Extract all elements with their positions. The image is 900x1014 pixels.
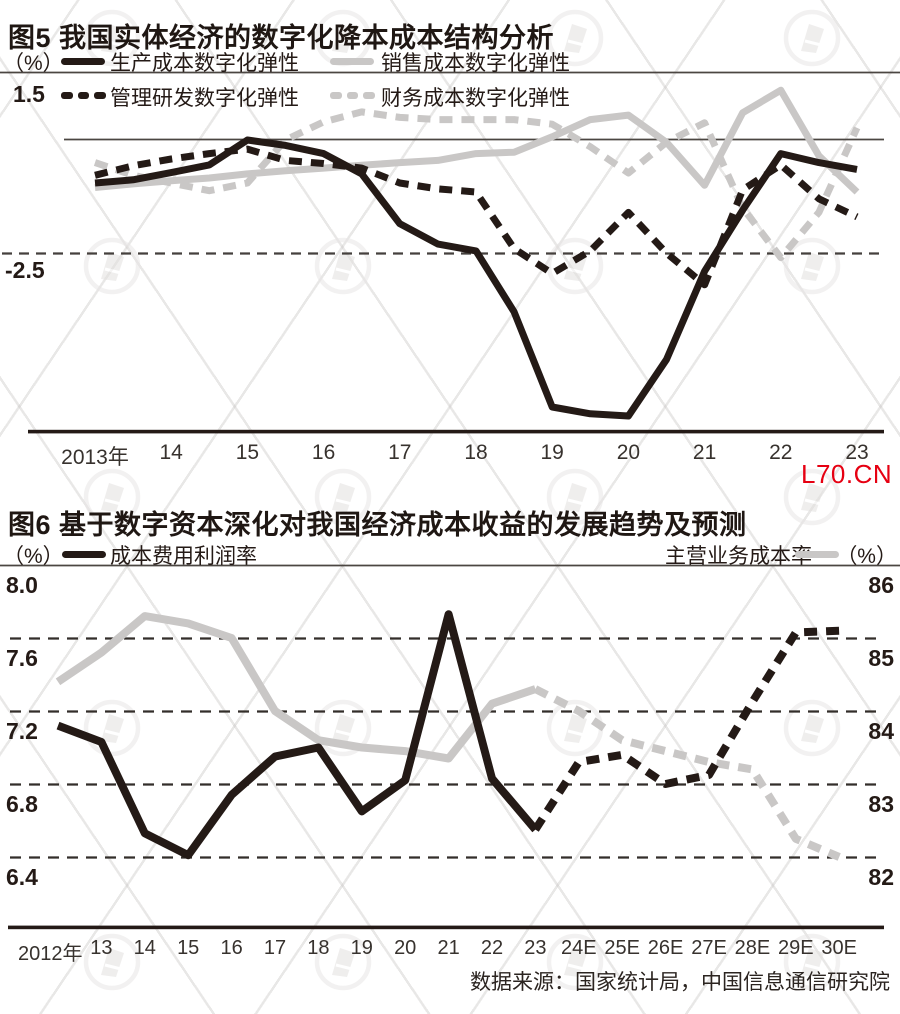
watermark-logo-icon xyxy=(786,702,838,754)
fig6-x-tick: 2012年 xyxy=(18,943,83,965)
fig5-y-tick-bottom: -2.5 xyxy=(5,257,45,283)
fig5-legend-management-rnd: 管理研发数字化弹性 xyxy=(110,87,299,110)
fig5-y-tick-top: 1.5 xyxy=(13,81,45,107)
fig5-x-tick: 15 xyxy=(235,441,260,464)
fig6-x-tick: 30E xyxy=(821,937,857,959)
fig6-x-tick: 16 xyxy=(220,937,243,959)
solid-gray-line-swatch-icon xyxy=(795,551,839,558)
fig5-unit-label: （%） xyxy=(3,52,64,75)
fig6-legend-main-business-cost: 主营业务成本率 xyxy=(665,545,812,568)
fig6-left-axis-tick: 6.4 xyxy=(6,864,38,890)
fig6-x-tick: 26E xyxy=(647,937,684,959)
fig5-legend-production-cost: 生产成本数字化弹性 xyxy=(110,52,299,75)
fig6-right-axis-tick: 86 xyxy=(868,572,894,598)
fig6-x-tick: 25E xyxy=(604,937,640,959)
fig6-left-axis-tick: 6.8 xyxy=(6,791,38,817)
fig6-right-axis-tick: 84 xyxy=(868,718,894,744)
fig6-x-tick: 23 xyxy=(524,937,547,959)
solid-black-line-swatch-icon xyxy=(62,551,106,558)
fig5-x-axis xyxy=(28,429,884,434)
fig6-x-tick: 27E xyxy=(691,937,727,959)
fig5-x-tick: 22 xyxy=(769,441,793,464)
watermark-url-text: L70.CN xyxy=(801,459,893,489)
fig5-x-tick: 23 xyxy=(845,441,869,464)
fig5-x-tick: 17 xyxy=(388,441,412,464)
fig6-x-axis xyxy=(8,925,884,930)
fig6-title: 图6 基于数字资本深化对我国经济成本收益的发展趋势及预测 xyxy=(8,510,747,540)
fig6-left-axis-tick: 8.0 xyxy=(6,572,38,598)
fig6-x-tick: 24E xyxy=(561,937,597,959)
series-cost-profit-rate-line xyxy=(56,610,539,860)
fig6-left-axis-tick: 7.6 xyxy=(6,645,38,671)
fig6-x-tick: 14 xyxy=(133,937,156,959)
fig6-x-tick: 15 xyxy=(177,937,200,959)
watermark-logo-icon xyxy=(86,240,138,292)
fig6-x-tick: 21 xyxy=(437,937,460,959)
fig6-left-unit-label: （%） xyxy=(3,545,64,568)
fig5-x-tick: 18 xyxy=(464,441,488,464)
fig5-x-tick: 19 xyxy=(540,441,564,464)
fig6-right-axis-tick: 82 xyxy=(868,864,894,890)
fig6-x-tick: 13 xyxy=(90,937,113,959)
series-management-rnd-line xyxy=(94,145,859,289)
fig6-plot xyxy=(55,610,841,861)
fig6-legend-cost-profit-rate: 成本费用利润率 xyxy=(110,545,257,568)
fig5-legend-finance-cost: 财务成本数字化弹性 xyxy=(381,87,570,110)
watermark-logo-icon xyxy=(317,240,369,292)
fig6-x-tick: 29E xyxy=(778,937,814,959)
fig5-x-tick: 14 xyxy=(159,441,183,464)
solid-gray-line-swatch-icon xyxy=(330,58,374,65)
fig6-right-unit-label: （%） xyxy=(836,545,897,568)
dashed-gray-line-swatch-icon xyxy=(330,92,375,99)
watermark-logo-icon xyxy=(786,12,838,64)
watermark-logo-icon xyxy=(86,702,138,754)
series-cost-profit-rate-forecast-line xyxy=(532,626,840,832)
fig6-x-tick: 28E xyxy=(734,937,771,959)
fig5-x-tick: 21 xyxy=(692,441,717,464)
fig6-x-tick: 17 xyxy=(263,937,287,959)
fig5-x-tick: 2013年 xyxy=(61,446,129,469)
fig6-x-tick: 18 xyxy=(307,937,330,959)
fig5-title: 图5 我国实体经济的数字化降本成本结构分析 xyxy=(8,23,555,53)
series-main-business-cost-line xyxy=(55,612,537,763)
fig5-legend-sales-cost: 销售成本数字化弹性 xyxy=(381,52,570,75)
fig6-x-tick: 22 xyxy=(480,937,504,959)
series-finance-cost-line xyxy=(93,108,861,262)
fig6-left-axis-tick: 7.2 xyxy=(6,718,38,744)
dashed-black-line-swatch-icon xyxy=(61,92,106,99)
series-main-business-cost-forecast-line xyxy=(533,685,841,861)
fig5-plot xyxy=(93,86,861,420)
source-credit: 数据来源：国家统计局，中国信息通信研究院 xyxy=(470,971,890,994)
fig6-right-axis-tick: 83 xyxy=(868,791,894,817)
series-production-cost-line xyxy=(94,136,858,420)
watermark-logo-icon xyxy=(786,240,838,292)
series-sales-cost-line xyxy=(94,86,860,195)
fig6-x-tick: 20 xyxy=(394,937,417,959)
fig5-x-tick: 20 xyxy=(616,441,641,464)
fig6-right-axis-tick: 85 xyxy=(868,645,894,671)
solid-black-line-swatch-icon xyxy=(61,58,105,65)
fig6-x-tick: 19 xyxy=(350,937,373,959)
fig5-x-tick: 16 xyxy=(311,441,336,464)
